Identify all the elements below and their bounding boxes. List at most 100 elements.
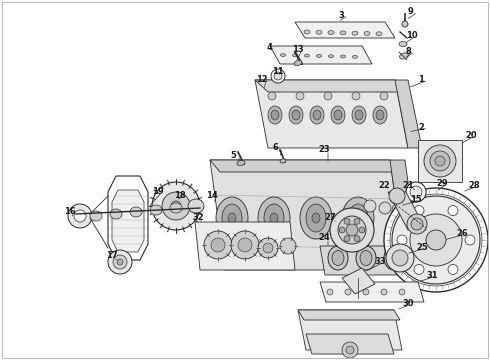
Circle shape xyxy=(171,201,181,211)
Ellipse shape xyxy=(384,246,404,270)
Circle shape xyxy=(74,210,86,222)
Ellipse shape xyxy=(294,60,302,66)
Text: 23: 23 xyxy=(318,145,330,154)
Ellipse shape xyxy=(304,30,310,34)
Circle shape xyxy=(448,265,458,274)
Ellipse shape xyxy=(310,106,324,124)
Circle shape xyxy=(327,289,333,295)
Polygon shape xyxy=(255,80,408,92)
Circle shape xyxy=(324,92,332,100)
Ellipse shape xyxy=(316,30,322,34)
Ellipse shape xyxy=(373,106,387,124)
Circle shape xyxy=(430,151,450,171)
Polygon shape xyxy=(108,176,148,260)
Ellipse shape xyxy=(355,110,363,120)
Polygon shape xyxy=(298,310,400,320)
Circle shape xyxy=(384,188,488,292)
Circle shape xyxy=(268,92,276,100)
Circle shape xyxy=(338,216,366,244)
Circle shape xyxy=(271,69,285,83)
Ellipse shape xyxy=(342,197,374,239)
Ellipse shape xyxy=(313,110,321,120)
Circle shape xyxy=(386,244,414,272)
Circle shape xyxy=(402,21,408,27)
Ellipse shape xyxy=(280,159,286,163)
Circle shape xyxy=(296,92,304,100)
Ellipse shape xyxy=(332,251,344,266)
Ellipse shape xyxy=(352,55,358,58)
Ellipse shape xyxy=(388,251,400,266)
Circle shape xyxy=(381,289,387,295)
Ellipse shape xyxy=(237,161,245,166)
Ellipse shape xyxy=(130,207,142,217)
Circle shape xyxy=(344,218,350,224)
Ellipse shape xyxy=(258,197,290,239)
Circle shape xyxy=(435,156,445,166)
Circle shape xyxy=(406,182,426,202)
Circle shape xyxy=(354,236,360,242)
Ellipse shape xyxy=(348,204,368,232)
Ellipse shape xyxy=(264,204,284,232)
Circle shape xyxy=(407,214,427,234)
Ellipse shape xyxy=(354,213,362,223)
Text: 24: 24 xyxy=(318,234,330,243)
Ellipse shape xyxy=(328,246,348,270)
Ellipse shape xyxy=(376,110,384,120)
Polygon shape xyxy=(112,190,144,252)
Ellipse shape xyxy=(150,205,162,215)
Text: 13: 13 xyxy=(292,45,304,54)
Circle shape xyxy=(380,92,388,100)
Circle shape xyxy=(345,289,351,295)
Text: 29: 29 xyxy=(436,180,448,189)
Ellipse shape xyxy=(331,106,345,124)
Circle shape xyxy=(448,206,458,216)
Text: 25: 25 xyxy=(416,243,428,252)
Ellipse shape xyxy=(328,55,334,58)
Text: 2: 2 xyxy=(418,123,424,132)
Circle shape xyxy=(231,231,259,259)
Circle shape xyxy=(352,92,360,100)
Ellipse shape xyxy=(90,211,102,221)
Ellipse shape xyxy=(352,31,358,35)
Circle shape xyxy=(410,186,422,198)
Ellipse shape xyxy=(356,246,376,270)
Text: 27: 27 xyxy=(324,213,336,222)
Circle shape xyxy=(392,196,480,284)
Circle shape xyxy=(258,238,278,258)
Circle shape xyxy=(354,218,360,224)
Circle shape xyxy=(399,289,405,295)
Ellipse shape xyxy=(360,251,372,266)
Polygon shape xyxy=(306,334,394,354)
Text: 12: 12 xyxy=(256,76,268,85)
Text: 14: 14 xyxy=(206,192,218,201)
Circle shape xyxy=(397,235,407,245)
Circle shape xyxy=(344,236,350,242)
Text: 31: 31 xyxy=(426,271,438,280)
Polygon shape xyxy=(195,222,295,270)
Polygon shape xyxy=(255,80,408,148)
Ellipse shape xyxy=(300,197,332,239)
Ellipse shape xyxy=(216,197,248,239)
Circle shape xyxy=(274,72,282,80)
Circle shape xyxy=(410,214,462,266)
Text: 18: 18 xyxy=(174,192,186,201)
Circle shape xyxy=(68,204,92,228)
Polygon shape xyxy=(395,80,422,148)
Ellipse shape xyxy=(293,54,297,57)
Polygon shape xyxy=(295,22,395,38)
Text: 17: 17 xyxy=(106,252,118,261)
Circle shape xyxy=(364,200,376,212)
Polygon shape xyxy=(390,160,420,270)
Circle shape xyxy=(108,250,132,274)
Ellipse shape xyxy=(170,203,182,213)
Circle shape xyxy=(390,194,482,286)
Text: 3: 3 xyxy=(338,10,344,19)
Polygon shape xyxy=(210,160,400,172)
Text: 16: 16 xyxy=(64,207,76,216)
Circle shape xyxy=(346,346,354,354)
Ellipse shape xyxy=(317,54,321,57)
Ellipse shape xyxy=(292,110,300,120)
Text: 20: 20 xyxy=(465,131,477,140)
Circle shape xyxy=(389,188,405,204)
Ellipse shape xyxy=(110,209,122,219)
